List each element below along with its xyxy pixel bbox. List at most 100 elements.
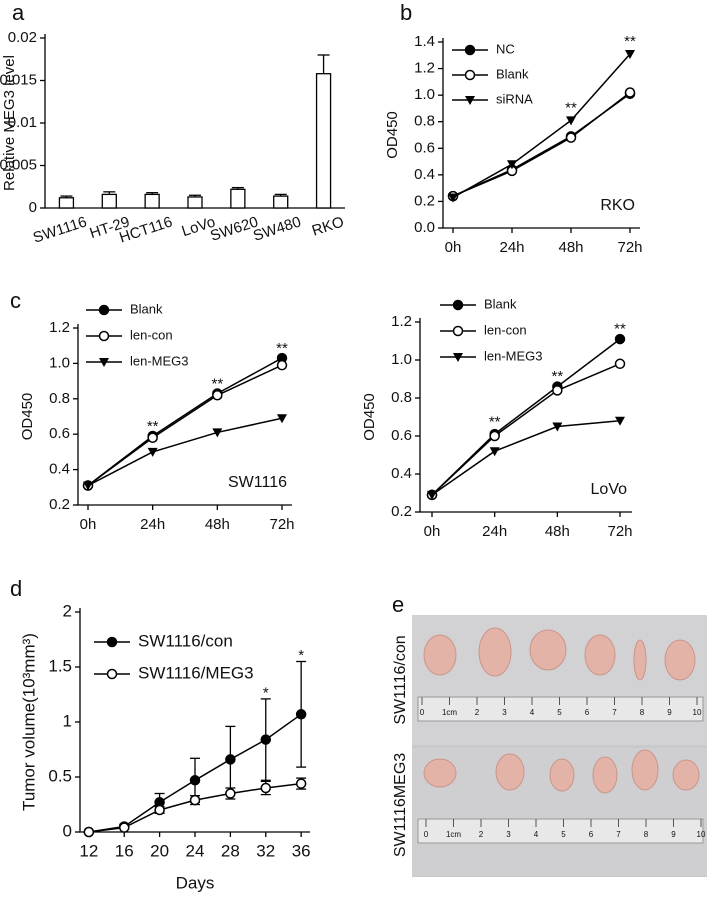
marker [147, 432, 158, 443]
y-tick-label: 1.4 [414, 33, 435, 50]
series-line [452, 91, 631, 197]
y-tick-label: 0.8 [414, 113, 435, 130]
ruler-label: 7 [616, 830, 621, 839]
tumor [529, 629, 567, 671]
marker [448, 193, 458, 203]
legend-label: NC [496, 41, 515, 56]
y-axis-label: OD450 [19, 393, 36, 441]
marker [147, 447, 158, 457]
x-tick-label: 48h [205, 516, 230, 533]
tumor [549, 758, 575, 792]
bar [187, 196, 203, 209]
y-tick-label: 1.0 [414, 86, 435, 103]
annotation: ** [489, 414, 501, 431]
x-tick-label: 28 [221, 841, 240, 860]
ruler-label: 0 [424, 830, 429, 839]
panel-letter: c [10, 288, 21, 313]
legend-label: SW1116/MEG3 [138, 663, 254, 682]
row-label: SW1116MEG3 [392, 753, 409, 857]
ruler [417, 818, 704, 844]
bar [101, 193, 117, 209]
y-tick-label: 1.2 [414, 60, 435, 77]
x-tick-label: RKO [310, 213, 346, 239]
ruler-label: 6 [585, 708, 590, 717]
tumor [672, 759, 700, 791]
ruler-label: 0 [420, 708, 425, 717]
y-tick-label: 1.2 [391, 313, 412, 330]
y-tick-label: 0.01 [8, 114, 37, 131]
y-tick-label: 0.4 [391, 465, 412, 482]
legend-label: Blank [130, 301, 163, 316]
ruler-label: 5 [561, 830, 566, 839]
marker [118, 822, 130, 833]
annotation: ** [614, 321, 626, 338]
y-tick-label: 0 [29, 199, 37, 216]
x-tick-label: 0h [445, 239, 462, 256]
ruler-label: 4 [530, 708, 535, 717]
bar [144, 193, 160, 209]
annotation: ** [276, 340, 288, 357]
marker [614, 333, 626, 345]
tumor-photo: 0 1cm 2 3 4 5 6 7 8 9 10 0 1cm 2 3 4 5 6 7 8 9 10 [412, 615, 707, 877]
annotation: ** [211, 376, 223, 393]
y-tick-label: 0.4 [414, 166, 435, 183]
series-line [431, 363, 621, 496]
ruler-label: 2 [475, 708, 480, 717]
x-tick-label: 0h [424, 523, 441, 540]
panel-letter: d [10, 576, 22, 601]
ruler-label: 10 [697, 830, 706, 839]
y-tick-label: 0.2 [391, 503, 412, 520]
tumor [592, 756, 618, 794]
y-tick-label: 0.005 [0, 156, 37, 173]
marker [189, 775, 201, 786]
marker [276, 359, 288, 371]
marker [565, 132, 577, 143]
marker [98, 330, 110, 342]
marker [489, 447, 500, 457]
y-tick-label: 0.6 [414, 139, 435, 156]
panel-letter: a [12, 0, 25, 25]
x-tick-label: 72h [607, 523, 632, 540]
marker [260, 782, 272, 794]
marker [615, 416, 625, 426]
y-tick-label: 0 [63, 821, 72, 840]
panel-letter: e [392, 592, 404, 617]
marker [295, 778, 307, 789]
y-tick-label: 0.5 [48, 766, 72, 785]
legend-label: Blank [484, 296, 517, 311]
ruler-label: 10 [693, 708, 702, 717]
legend-label: len-con [484, 322, 527, 337]
marker [83, 481, 93, 491]
marker [453, 353, 463, 362]
series-line [87, 357, 283, 487]
marker [212, 428, 223, 438]
legend-label: Blank [496, 66, 529, 81]
annotation: * [298, 647, 304, 664]
marker [98, 304, 110, 316]
y-tick-label: 0.6 [391, 427, 412, 444]
bar [273, 195, 289, 209]
y-axis-label: OD450 [361, 393, 378, 441]
axis [44, 34, 345, 209]
tumor [584, 634, 616, 676]
marker [566, 116, 576, 126]
ruler-label: 5 [557, 708, 562, 717]
x-tick-label: 48h [558, 239, 583, 256]
x-tick-label: 48h [545, 523, 570, 540]
y-axis-label: Tumor volume(10³mm³) [19, 633, 38, 811]
y-tick-label: 0.4 [49, 461, 70, 478]
tumor [664, 639, 696, 681]
x-tick-label: 72h [269, 516, 294, 533]
marker [83, 826, 95, 838]
legend-label: len-con [130, 327, 173, 342]
tumor [495, 753, 525, 791]
y-tick-label: 2 [63, 601, 72, 620]
inset-label: LoVo [591, 481, 628, 498]
marker [552, 385, 563, 396]
ruler-label: 8 [644, 830, 649, 839]
marker [106, 668, 118, 680]
tumor [633, 639, 647, 681]
marker [624, 87, 636, 98]
series-line [87, 364, 283, 487]
